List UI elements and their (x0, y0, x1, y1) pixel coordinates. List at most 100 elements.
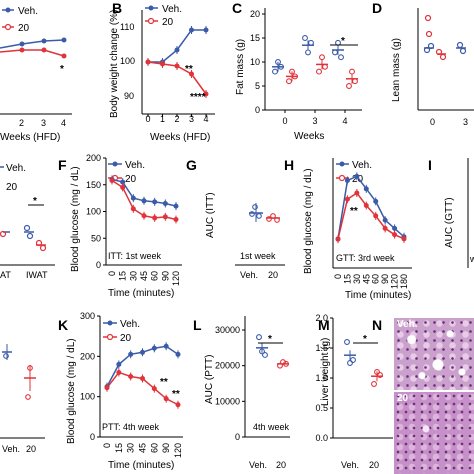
ylabel-h: Blood glucose (mg / dL) (303, 168, 314, 274)
data-point-20 (292, 73, 298, 80)
data-point-veh (347, 360, 353, 366)
svg-text:w: w (469, 254, 474, 264)
sig-star-h: ** (350, 206, 358, 217)
x-tick-label: 30 (126, 443, 136, 453)
data-point-veh (140, 349, 145, 355)
data-point-20 (128, 374, 134, 379)
data-point-20 (354, 190, 360, 196)
note-f: ITT: 1st week (108, 251, 162, 261)
x-tick-label: 60 (150, 271, 160, 281)
panel-m: M 0.0 0.5 1.0 1.5 2.0 Liver weight (g) * Veh… (315, 313, 393, 470)
data-point-veh (302, 35, 308, 41)
data-point-20 (283, 360, 289, 367)
data-point-veh (256, 334, 262, 341)
data-point-20 (352, 78, 358, 85)
x-tick-label: 3 (312, 116, 317, 126)
data-point-20 (401, 236, 407, 242)
xtick-m: Veh. (341, 460, 359, 470)
panel-j: Veh. 20 (0, 344, 45, 454)
data-point-veh (116, 361, 122, 367)
data-point-20 (104, 385, 110, 391)
data-point-20 (319, 54, 325, 61)
legend-h: Veh. 20 (336, 160, 372, 185)
data-point-20 (140, 376, 145, 382)
x-tick-label: 120 (173, 443, 183, 458)
ylabel-k: Blood glucose (mg / dL) (66, 338, 77, 444)
panel-i: I AUC (GTT) w (428, 157, 474, 268)
legend-veh-b: Veh. (162, 4, 182, 15)
panel-h: H Blood glucose (mg / dL) Veh. 20 ** GTT… (284, 157, 412, 301)
data-point-veh (163, 343, 169, 349)
xtick-g: Veh. (240, 270, 258, 280)
histology-label-20: 20 (397, 393, 409, 404)
data-point-20 (349, 68, 355, 75)
data-point-veh (350, 357, 356, 363)
data-point-veh (363, 186, 369, 192)
panel-b: B 90 100 110 Body weight change (%) Veh.… (109, 0, 215, 143)
x-tick-label: 120 (171, 271, 181, 286)
panel-e: Veh. 20 * AT IWAT (0, 163, 55, 280)
data-point-veh (335, 39, 341, 46)
data-point-veh (203, 27, 209, 33)
y-tick-label: 5 (255, 81, 260, 91)
sig-star-b1: ** (185, 64, 193, 75)
data-point-20 (145, 59, 151, 65)
ylabel-m: Liver weight (g) (320, 338, 331, 406)
legend-veh-f: Veh. (125, 160, 145, 171)
data-point-veh (354, 173, 360, 179)
data-point-20 (374, 369, 380, 375)
data-point-20 (189, 71, 194, 77)
y-tick-label: 20 (250, 9, 260, 19)
panel-letter-b: B (112, 0, 122, 16)
x-tick-label: 0 (282, 116, 287, 126)
panel-letter-l: L (193, 317, 202, 333)
histology-label-veh: Veh. (397, 319, 418, 330)
y-tick-label: 0.0 (315, 433, 328, 443)
data-point-20 (116, 369, 122, 375)
data-point-veh (392, 225, 398, 231)
x-tick-label: 30 (128, 271, 138, 281)
panel-letter-g: G (186, 157, 197, 173)
data-point-20 (373, 213, 379, 219)
panel-letter-k: K (58, 317, 68, 333)
x-tick-label: 60 (149, 443, 159, 453)
data-point-20 (174, 63, 180, 69)
data-point-veh (272, 68, 278, 75)
data-point-20 (392, 232, 398, 238)
xlabel-a: Weeks (HFD) (0, 132, 60, 143)
y-tick-label: 150 (86, 180, 101, 190)
note-l: 4th week (253, 422, 290, 432)
ytick-b: 110 (120, 22, 134, 32)
legend-20-h: 20 (352, 174, 364, 185)
legend-f: Veh. 20 (108, 160, 145, 185)
data-point-veh (152, 199, 158, 205)
ylabel-b: Body weight change (%) (109, 10, 120, 118)
legend-a: Veh. 20 (2, 6, 38, 34)
legend-veh-e: Veh. (6, 163, 26, 174)
x-tick-label: 2 (174, 114, 179, 124)
data-point-veh (308, 39, 314, 46)
legend-k: Veh. 20 (103, 319, 140, 344)
panel-letter-h: H (284, 157, 294, 173)
data-point-veh (175, 351, 181, 357)
ylabel-c: Fat mass (g) (235, 39, 246, 95)
sig-star-e: * (33, 196, 37, 207)
data-point-veh (174, 47, 180, 53)
data-point-veh (382, 217, 388, 223)
legend-e: Veh. 20 (0, 163, 26, 193)
data-point-20 (382, 225, 388, 231)
data-point-20 (344, 196, 350, 202)
data-point-20 (141, 213, 147, 219)
y-tick-label: 0.5 (315, 403, 328, 413)
xtick-l: 20 (276, 460, 286, 470)
x-tick-label: 90 (160, 271, 170, 281)
data-point-veh (151, 345, 157, 351)
data-point-veh (173, 203, 179, 209)
data-point-20 (152, 215, 158, 221)
x-tick-label: 0 (102, 443, 112, 448)
legend-veh-a: Veh. (18, 6, 38, 17)
data-point-veh (305, 49, 311, 56)
data-point-20 (173, 217, 179, 223)
